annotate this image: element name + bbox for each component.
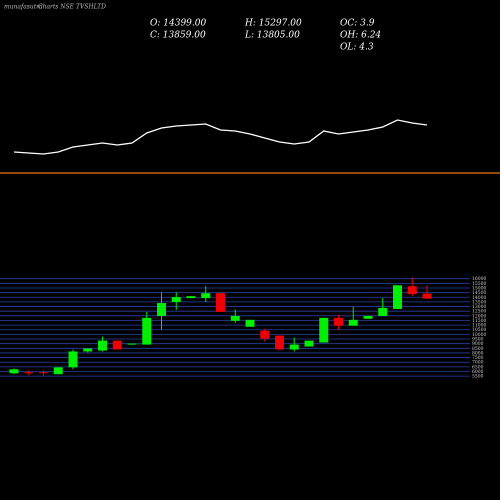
candle-body — [422, 293, 432, 299]
y-tick-label: 13500 — [472, 299, 486, 305]
candle-body — [407, 286, 417, 295]
candle-body — [68, 351, 78, 368]
site-name: munafasutra — [4, 4, 43, 11]
candle-body — [186, 296, 196, 299]
y-tick-label: 6500 — [472, 364, 484, 370]
y-tick-label: 6000 — [472, 369, 484, 375]
y-tick-label: 15000 — [472, 285, 486, 291]
y-tick-label: 9000 — [472, 341, 484, 347]
candle-body — [112, 340, 122, 350]
candle-body — [53, 367, 63, 375]
candle-body — [24, 372, 34, 374]
y-tick-label: 9500 — [472, 337, 484, 343]
y-tick-label: 14500 — [472, 290, 486, 296]
stat: OH: 6.24 — [340, 31, 381, 41]
candle-body — [275, 335, 284, 350]
y-tick-label: 16000 — [472, 276, 486, 282]
candle-body — [9, 369, 19, 374]
y-tick-label: 11500 — [472, 318, 486, 324]
candle-body — [260, 330, 270, 339]
candle-body — [245, 319, 255, 327]
stat: OC: 3.9 — [340, 19, 375, 29]
candle-body — [201, 293, 211, 299]
chart-title: Charts NSE TVSHLTD — [38, 4, 106, 11]
indicator-line — [13, 119, 428, 155]
candle-body — [127, 343, 137, 345]
y-tick-label: 7500 — [472, 355, 484, 361]
candle-body — [348, 319, 358, 326]
y-tick-label: 12500 — [472, 309, 486, 315]
candle-body — [142, 317, 152, 345]
y-tick-label: 8500 — [472, 346, 484, 352]
y-tick-label: 13000 — [472, 304, 486, 310]
candle-body — [171, 297, 181, 303]
y-tick-label: 10500 — [472, 327, 486, 333]
stat: OL: 4.3 — [340, 43, 374, 53]
stat: C: 13859.00 — [150, 31, 206, 41]
candle-body — [230, 315, 240, 321]
candle-body — [289, 344, 299, 350]
candle-body — [98, 340, 107, 351]
candle-body — [39, 372, 48, 374]
candle-body — [393, 285, 402, 309]
y-tick-label: 11000 — [472, 323, 486, 329]
candle-body — [363, 315, 373, 319]
stat: H: 15297.00 — [244, 19, 302, 29]
stat: O: 14399.00 — [150, 19, 206, 29]
y-tick-label: 8000 — [472, 350, 484, 356]
candle-body — [157, 303, 166, 316]
candle-body — [304, 340, 314, 347]
candle-body — [378, 307, 388, 316]
y-tick-label: 12000 — [472, 313, 486, 319]
candle-body — [83, 348, 93, 352]
candle-body — [334, 317, 343, 326]
stat: L: 13805.00 — [244, 31, 300, 41]
candle-body — [216, 293, 225, 312]
y-tick-label: 5500 — [472, 374, 484, 380]
y-tick-label: 15500 — [472, 281, 486, 287]
y-tick-label: 10000 — [472, 332, 486, 338]
y-tick-label: 7000 — [472, 360, 484, 366]
candle-body — [319, 317, 329, 343]
y-tick-label: 14000 — [472, 295, 486, 301]
